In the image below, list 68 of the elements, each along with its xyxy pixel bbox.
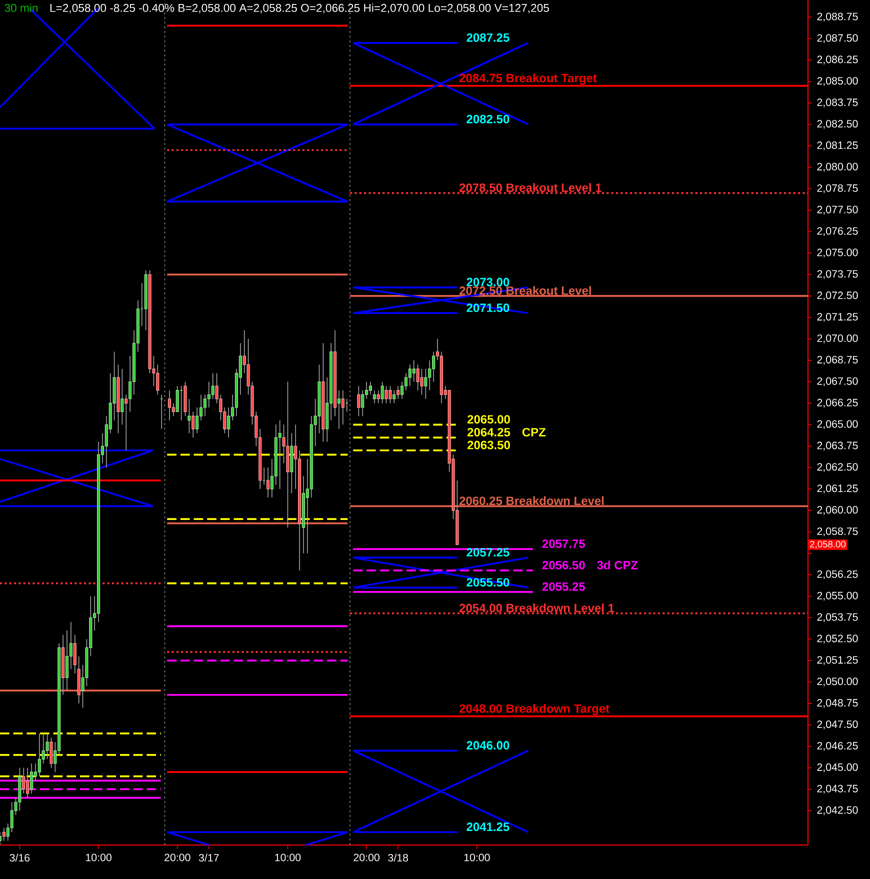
y-tick-label: 2,043.75 (817, 784, 858, 794)
x-tick-label: 3/17 (198, 854, 219, 862)
y-tick-label: 2,071.25 (817, 313, 858, 322)
annotation: 2072.50 Breakout Level (459, 286, 591, 295)
y-tick-label: 2,051.25 (817, 656, 858, 665)
y-tick-label: 2,078.75 (817, 184, 858, 194)
annotation: 2084.75 Breakout Target (459, 73, 597, 85)
annotation: 2065.00 (467, 415, 510, 424)
y-tick-label: 2,082.50 (817, 120, 858, 129)
y-tick-label: 2,072.50 (817, 292, 858, 300)
y-tick-label: 2,075.00 (817, 248, 858, 258)
y-tick-label: 2,088.75 (817, 12, 858, 22)
annotation: 2063.50 (467, 440, 510, 450)
y-tick-label: 2,062.50 (817, 463, 858, 472)
y-tick-label: 2,067.50 (817, 377, 858, 386)
y-tick-label: 2,042.50 (817, 806, 858, 816)
y-tick-label: 2,081.25 (817, 141, 858, 150)
y-tick-label: 2,053.75 (817, 613, 858, 622)
annotation: CPZ (522, 428, 546, 436)
x-tick-label: 10:00 (464, 854, 490, 862)
y-tick-label: 2,052.50 (817, 634, 858, 644)
annotation: 2055.25 (542, 582, 585, 591)
y-tick-label: 2,050.00 (817, 678, 858, 686)
y-tick-label: 2,048.75 (817, 699, 858, 708)
annotation: 2041.25 (466, 822, 510, 832)
x-tick-label: 20:00 (354, 854, 380, 862)
y-tick-label: 2,061.25 (817, 484, 858, 494)
y-tick-label: 2,055.00 (817, 592, 858, 601)
text: 2,058.00 (810, 540, 846, 549)
y-tick-label: 2,085.00 (817, 77, 858, 86)
y-tick-label: 2,068.75 (817, 356, 858, 365)
y-tick-label: 2,058.75 (817, 527, 858, 536)
annotation: 2048.00 Breakdown Target (459, 704, 610, 716)
chart-title: 30 min (4, 4, 38, 12)
annotation: 2057.25 (466, 548, 510, 557)
annotation: 2057.75 (542, 539, 585, 548)
x-tick-label: 3/16 (10, 854, 30, 862)
y-tick-label: 2,076.25 (817, 227, 858, 236)
y-tick-label: 2,065.00 (817, 420, 858, 430)
x-tick-label: 10:00 (275, 854, 301, 862)
y-tick-label: 2,066.25 (817, 398, 858, 408)
annotation: 2087.25 (466, 33, 510, 42)
y-tick-label: 2,087.50 (817, 34, 858, 44)
y-tick-label: 2,073.75 (817, 270, 858, 279)
y-tick-label: 2,060.00 (817, 506, 858, 515)
y-tick-label: 2,047.50 (817, 720, 858, 730)
y-tick-label: 2,086.25 (817, 56, 858, 64)
chart-subtitle: L=2,058.00 -8.25 -0.40% B=2,058.00 A=2,058.25 O=2,066.25 Hi=2,070.00 Lo=2,058.00 V=127,205 (50, 4, 549, 14)
y-tick-label: 2,080.00 (817, 162, 858, 172)
y-tick-label: 2,045.00 (817, 763, 858, 772)
annotation: 2056.50 (542, 560, 585, 570)
annotation: 2078.50 Breakout Level 1 (459, 183, 602, 192)
annotation: 2073.00 (466, 278, 510, 286)
y-tick-label: 2,077.50 (817, 206, 858, 215)
annotation: 2046.00 (466, 741, 510, 750)
annotation: 3d CPZ (597, 560, 638, 570)
y-tick-label: 2,083.75 (817, 98, 858, 108)
x-tick-label: 20:00 (164, 854, 190, 862)
annotation: 2082.50 (466, 114, 510, 124)
y-tick-label: 2,056.25 (817, 570, 858, 580)
x-tick-label: 10:00 (86, 854, 112, 862)
y-tick-label: 2,046.25 (817, 742, 858, 751)
x-tick-label: 3/18 (388, 854, 408, 862)
y-tick-label: 2,063.75 (817, 442, 858, 450)
y-tick-label: 2,070.00 (817, 334, 858, 344)
annotation: 2054.00 Breakdown Level 1 (459, 603, 614, 612)
annotation: 2060.25 Breakdown Level (459, 496, 604, 506)
annotation: 2064.25 (467, 428, 510, 436)
